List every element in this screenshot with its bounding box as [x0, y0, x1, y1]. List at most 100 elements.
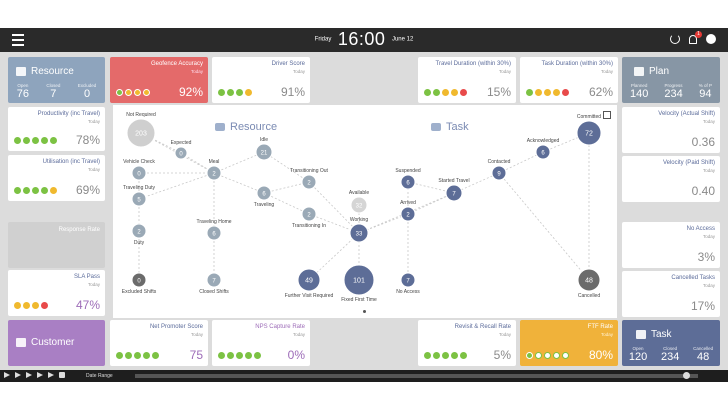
flow-node-value: 7 [212, 279, 216, 285]
productivity-tile[interactable]: Productivity (inc Travel) Today 78% [8, 107, 105, 151]
flow-node[interactable] [577, 268, 601, 292]
flow-node[interactable] [301, 174, 317, 190]
response-rate-tile[interactable]: Response Rate [8, 222, 105, 268]
plan-header[interactable]: Plan Planned 140 Progress 234 % of P 94 [622, 57, 720, 103]
tile-sub: Today [498, 69, 511, 74]
travel-duration-tile[interactable]: Travel Duration (within 30%) Today 15% [418, 57, 516, 103]
nps-capture-tile[interactable]: NPS Capture Rate Today 0% [212, 320, 310, 366]
cancelled-tasks-tile[interactable]: Cancelled Tasks Today 17% [622, 271, 720, 317]
flow-edge [213, 172, 265, 194]
flow-node[interactable] [131, 191, 147, 207]
velocity-paid-tile[interactable]: Velocity (Paid Shift) Today 0.40 [622, 156, 720, 202]
skip-start-icon[interactable] [4, 372, 10, 378]
flow-node-label: Cancelled [577, 293, 601, 299]
tile-value: 69% [75, 183, 100, 197]
flow-node-label: Acknowledged [526, 138, 560, 144]
sla-pass-tile[interactable]: SLA Pass Today 47% [8, 270, 105, 316]
flow-node[interactable] [535, 144, 551, 160]
flow-node[interactable] [174, 146, 188, 160]
timeline-track[interactable] [135, 374, 698, 378]
flow-node-value: 7 [406, 279, 410, 285]
flow-node-label: Meal [208, 159, 220, 165]
skip-end-icon[interactable] [48, 372, 54, 378]
geofence-accuracy-tile[interactable]: Geofence Accuracy Today 92% [110, 57, 208, 103]
tile-name: Geofence Accuracy [150, 61, 203, 67]
rewind-icon[interactable] [15, 372, 21, 378]
net-promoter-tile[interactable]: Net Promoter Score Today 75 [110, 320, 208, 366]
task-stat-value: 48 [696, 351, 710, 363]
flow-node[interactable] [131, 165, 147, 181]
flow-edge [498, 172, 590, 281]
flow-node-value: 6 [212, 232, 216, 238]
flow-node[interactable] [350, 196, 368, 214]
flow-node[interactable] [400, 272, 416, 288]
driver-score-tile[interactable]: Driver Score Today 91% [212, 57, 310, 103]
no-access-tile[interactable]: No Access Today 3% [622, 222, 720, 268]
flow-node[interactable] [349, 223, 369, 243]
flow-node[interactable] [576, 120, 602, 146]
task-header-title: Task [651, 329, 672, 340]
tile-value: 5% [493, 348, 511, 362]
plan-stat-value: 234 [664, 88, 683, 100]
task-header[interactable]: Task Open 120 Closed 234 Cancelled 48 [622, 320, 720, 366]
tile-value: 92% [178, 85, 203, 99]
status-dots [116, 89, 150, 96]
flow-node[interactable] [255, 143, 273, 161]
tile-name: Revisit & Recall Rate [454, 324, 511, 330]
tile-value: 47% [75, 298, 100, 312]
flow-node-label: Working [349, 217, 369, 223]
flow-node-value: 49 [305, 278, 313, 285]
flow-edge [213, 151, 265, 174]
date-range-label[interactable]: Date Range [86, 373, 113, 379]
flow-node-value: 2 [137, 230, 141, 236]
resource-header[interactable]: Resource Open 76 Closed 7 Excluded 0 [8, 57, 105, 103]
tile-value: 17% [690, 299, 715, 313]
camera-icon[interactable] [59, 372, 65, 378]
flow-node[interactable] [206, 272, 222, 288]
plan-stat-label: % of P [698, 83, 712, 88]
flow-node-value: 101 [353, 278, 365, 285]
tile-name: Cancelled Tasks [671, 275, 715, 281]
notification-bell-icon[interactable]: 1 [689, 30, 702, 44]
flow-node[interactable] [491, 165, 507, 181]
tile-name: Utilisation (inc Travel) [42, 159, 100, 165]
menu-icon[interactable] [12, 34, 24, 46]
timeline-handle[interactable] [683, 372, 690, 379]
people-icon [215, 123, 225, 131]
flow-node[interactable] [131, 223, 147, 239]
task-stat-label: Closed [663, 346, 678, 351]
tile-name: Net Promoter Score [149, 324, 203, 330]
flow-node-label: Duty [133, 240, 145, 246]
flow-node[interactable] [400, 174, 416, 190]
clock-time: 16:00 [337, 29, 386, 49]
tile-sub: Today [702, 168, 715, 173]
task-duration-tile[interactable]: Task Duration (within 30%) Today 62% [520, 57, 618, 103]
play-icon[interactable] [26, 372, 32, 378]
flow-node[interactable] [297, 268, 321, 292]
expand-icon[interactable] [603, 111, 611, 119]
status-dots [526, 89, 569, 96]
flow-node[interactable] [206, 165, 222, 181]
velocity-actual-tile[interactable]: Velocity (Actual Shift) Today 0.36 [622, 107, 720, 153]
flow-node[interactable] [206, 225, 222, 241]
pager-dot[interactable] [363, 310, 366, 313]
flow-node-label: Fixed First Time [341, 297, 377, 303]
fast-forward-icon[interactable] [37, 372, 43, 378]
flow-node[interactable] [301, 206, 317, 222]
flow-node[interactable] [131, 272, 147, 288]
status-dots [14, 137, 57, 144]
tile-sub: Today [600, 332, 613, 337]
revisit-recall-tile[interactable]: Revisit & Recall Rate Today 5% [418, 320, 516, 366]
flow-diagram-panel: 203 0 0 2 21 5 6 2 2 2 6 0 7 32 33 49 101 6 2 7 7 9 6 72 48 Reso… [113, 105, 617, 318]
utilisation-tile[interactable]: Utilisation (inc Travel) Today 69% [8, 155, 105, 201]
flow-node[interactable] [126, 118, 156, 148]
flow-node[interactable] [343, 264, 375, 296]
refresh-icon[interactable] [670, 34, 680, 44]
user-icon[interactable] [706, 34, 716, 44]
flow-node[interactable] [445, 184, 463, 202]
customer-header[interactable]: Customer [8, 320, 105, 366]
flow-node[interactable] [400, 206, 416, 222]
task-stat-value: 234 [660, 351, 680, 363]
flow-node[interactable] [256, 185, 272, 201]
ftf-rate-tile[interactable]: FTF Rate Today 80% [520, 320, 618, 366]
